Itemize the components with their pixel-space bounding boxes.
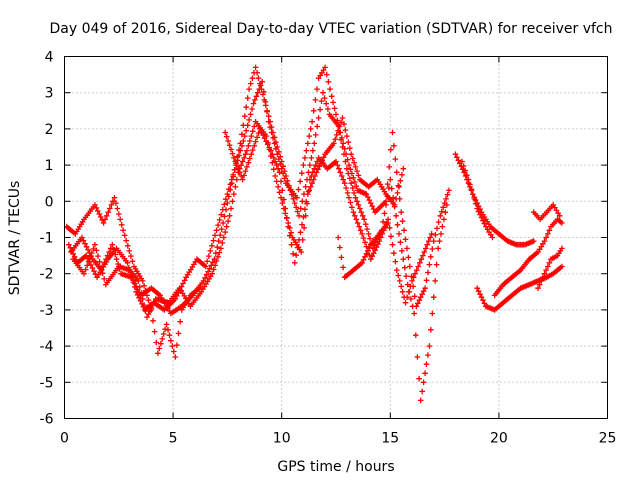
y-tick-label: -3 [40,303,54,319]
y-tick-label: -4 [40,339,54,355]
y-axis-label: SDTVAR / TECUs [7,181,23,296]
x-axis-label: GPS time / hours [277,459,394,475]
y-tick-label: 0 [45,194,54,210]
y-tick-label: 2 [45,122,54,138]
y-tick-label: 4 [45,50,54,66]
x-tick-label: 20 [490,431,508,447]
x-tick-label: 15 [381,431,399,447]
plot-frame [64,56,608,419]
series-arc-4 [70,118,435,320]
series-arc-5 [222,115,407,266]
x-tick-label: 25 [599,431,617,447]
x-tick-labels: 0 5 10 15 20 25 [60,431,616,447]
y-tick-labels: 4 3 2 1 0 -1 -2 -3 -4 -5 -6 [40,50,54,428]
y-tick-label: -2 [40,267,54,283]
series-arc-12 [535,245,565,291]
series-arc-8 [459,158,496,241]
series-arc-11 [530,202,563,223]
y-tick-label: 1 [45,158,54,174]
series-arc-10 [491,216,565,299]
x-tick-label: 0 [60,431,69,447]
y-tick-label: 3 [45,86,54,102]
series-layer [63,64,565,404]
y-tick-label: -6 [40,412,54,428]
y-tick-label: -1 [40,231,54,247]
series-arc-2 [66,64,452,313]
chart-title: Day 049 of 2016, Sidereal Day-to-day VTE… [49,21,612,37]
series-arc-3 [68,64,450,404]
x-tick-label: 10 [273,431,291,447]
x-tick-label: 5 [169,431,178,447]
series-arc-6 [335,220,391,281]
y-tick-label: -5 [40,375,54,391]
